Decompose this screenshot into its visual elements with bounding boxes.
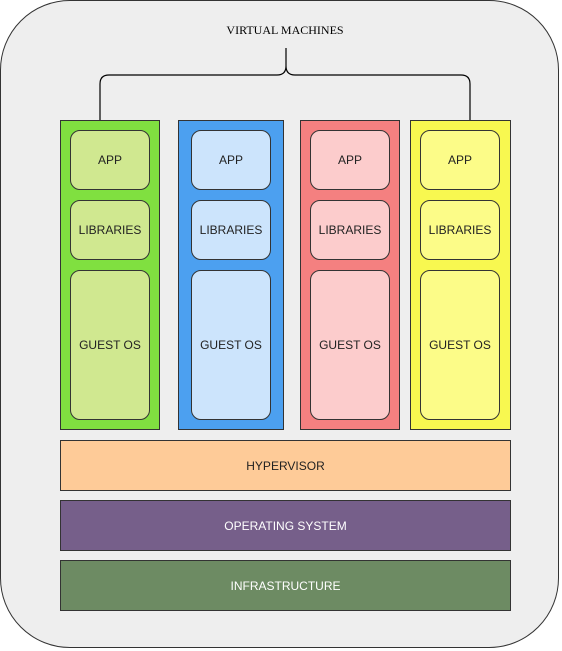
vm-2-app: APP (191, 130, 271, 190)
vm-1-libraries: LIBRARIES (70, 200, 150, 260)
vm-3-app: APP (310, 130, 390, 190)
diagram-title: VIRTUAL MACHINES (226, 23, 344, 37)
vm-2-guest-os: GUEST OS (191, 270, 271, 420)
infrastructure-layer: INFRASTRUCTURE (60, 560, 511, 611)
vm-3-guest-os: GUEST OS (310, 270, 390, 420)
vm-4-app: APP (420, 130, 500, 190)
vm-2: APP LIBRARIES GUEST OS (178, 120, 284, 430)
vm-1-app: APP (70, 130, 150, 190)
vm-1-guest-os: GUEST OS (70, 270, 150, 420)
hypervisor-layer: HYPERVISOR (60, 440, 511, 491)
vm-1: APP LIBRARIES GUEST OS (60, 120, 160, 430)
vm-3-libraries: LIBRARIES (310, 200, 390, 260)
vm-2-libraries: LIBRARIES (191, 200, 271, 260)
vm-4-libraries: LIBRARIES (420, 200, 500, 260)
vm-4: APP LIBRARIES GUEST OS (410, 120, 511, 430)
operating-system-layer: OPERATING SYSTEM (60, 500, 511, 551)
vm-4-guest-os: GUEST OS (420, 270, 500, 420)
vm-3: APP LIBRARIES GUEST OS (300, 120, 400, 430)
